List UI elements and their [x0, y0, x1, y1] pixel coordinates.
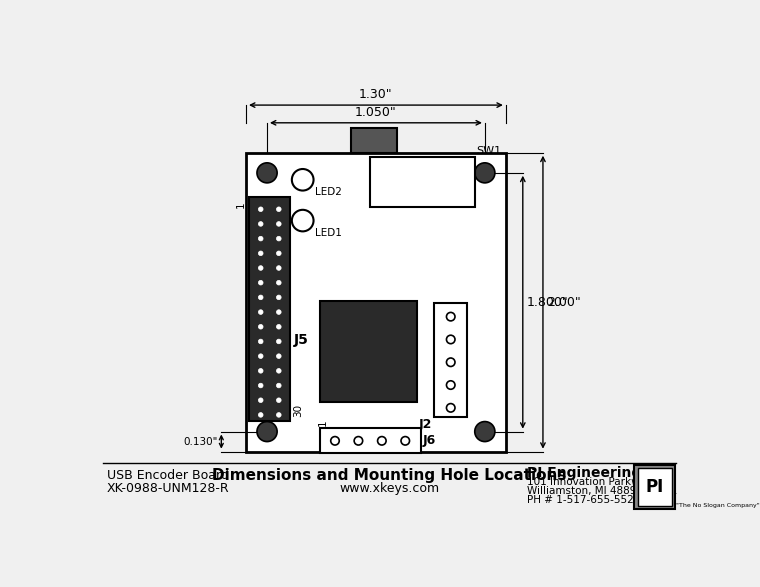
Circle shape	[401, 437, 410, 445]
Circle shape	[277, 354, 281, 359]
Circle shape	[277, 310, 281, 315]
Bar	[370, 157, 475, 207]
Circle shape	[258, 413, 263, 417]
Circle shape	[277, 281, 281, 285]
Circle shape	[258, 354, 263, 359]
Text: 30: 30	[293, 404, 303, 417]
Text: XK-0988-UNM128-R: XK-0988-UNM128-R	[106, 481, 230, 495]
Text: www.xkeys.com: www.xkeys.com	[340, 483, 439, 495]
Circle shape	[446, 335, 455, 343]
Circle shape	[277, 383, 281, 388]
Text: 1.050": 1.050"	[355, 106, 397, 119]
Text: J5: J5	[294, 333, 309, 347]
Circle shape	[446, 358, 455, 366]
Text: 1: 1	[318, 420, 328, 426]
Circle shape	[258, 222, 263, 226]
Text: 1: 1	[236, 201, 246, 208]
Circle shape	[475, 163, 495, 183]
Circle shape	[277, 398, 281, 403]
Bar	[351, 128, 397, 153]
Text: 1.30": 1.30"	[359, 88, 393, 101]
Text: Dimensions and Mounting Hole Locations: Dimensions and Mounting Hole Locations	[212, 468, 567, 483]
Text: 0.130": 0.130"	[184, 437, 218, 447]
Circle shape	[277, 295, 281, 300]
Text: PH # 1-517-655-5523: PH # 1-517-655-5523	[527, 495, 641, 505]
Text: 1.800": 1.800"	[527, 296, 568, 309]
Circle shape	[475, 421, 495, 441]
Bar	[435, 303, 467, 417]
Circle shape	[258, 369, 263, 373]
Circle shape	[258, 207, 263, 211]
Text: J2: J2	[419, 419, 432, 431]
Circle shape	[277, 369, 281, 373]
Circle shape	[277, 207, 281, 211]
Circle shape	[446, 404, 455, 412]
Circle shape	[277, 325, 281, 329]
Circle shape	[292, 210, 314, 231]
Text: "The No Slogan Company": "The No Slogan Company"	[676, 503, 760, 508]
Circle shape	[292, 169, 314, 191]
Circle shape	[258, 251, 263, 255]
Text: J6: J6	[423, 434, 436, 447]
Circle shape	[258, 295, 263, 300]
Circle shape	[277, 339, 281, 344]
Text: PI Engineering: PI Engineering	[527, 466, 641, 480]
Text: SW1: SW1	[477, 146, 502, 156]
Circle shape	[446, 312, 455, 321]
Circle shape	[277, 237, 281, 241]
Text: LED2: LED2	[315, 187, 342, 197]
Circle shape	[258, 325, 263, 329]
Circle shape	[258, 398, 263, 403]
Circle shape	[257, 163, 277, 183]
Circle shape	[277, 266, 281, 271]
Bar	[638, 468, 672, 506]
Circle shape	[258, 266, 263, 271]
Bar	[249, 197, 290, 421]
Text: 2.00": 2.00"	[547, 296, 581, 309]
Circle shape	[257, 421, 277, 441]
Text: 101 Innovation Parkway: 101 Innovation Parkway	[527, 477, 653, 487]
Circle shape	[378, 437, 386, 445]
Text: Williamston, MI 48895 U.S.A.: Williamston, MI 48895 U.S.A.	[527, 486, 678, 496]
Bar	[246, 153, 505, 451]
Circle shape	[331, 437, 339, 445]
Circle shape	[258, 237, 263, 241]
Circle shape	[277, 251, 281, 255]
Bar	[320, 302, 416, 402]
Circle shape	[277, 413, 281, 417]
Circle shape	[258, 281, 263, 285]
Text: PI: PI	[645, 478, 663, 496]
Bar	[320, 429, 420, 453]
Circle shape	[446, 381, 455, 389]
Text: USB Encoder Board: USB Encoder Board	[106, 469, 229, 483]
Circle shape	[258, 310, 263, 315]
Circle shape	[258, 383, 263, 388]
Circle shape	[277, 222, 281, 226]
Circle shape	[354, 437, 363, 445]
Bar	[635, 465, 675, 510]
Text: LED1: LED1	[315, 228, 342, 238]
Circle shape	[258, 339, 263, 344]
